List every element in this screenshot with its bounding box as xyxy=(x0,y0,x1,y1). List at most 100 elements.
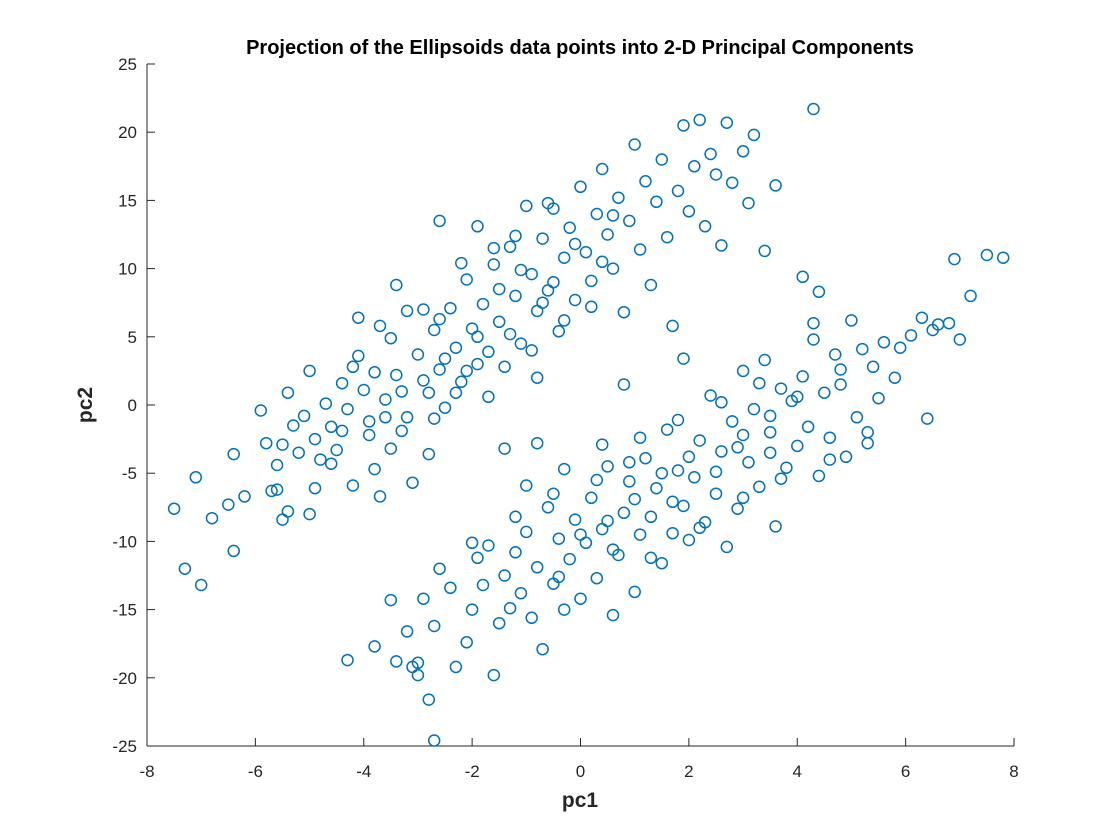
data-point xyxy=(633,243,647,256)
data-point xyxy=(574,180,587,194)
data-point xyxy=(487,241,501,255)
data-point xyxy=(444,581,457,595)
data-point xyxy=(384,442,398,455)
data-point xyxy=(303,507,316,521)
data-point xyxy=(791,390,804,404)
data-point xyxy=(655,466,669,480)
data-point xyxy=(427,323,441,337)
data-point xyxy=(422,447,436,461)
data-point xyxy=(595,162,609,176)
data-point xyxy=(395,385,408,398)
data-point xyxy=(921,412,934,425)
data-point xyxy=(568,513,582,526)
y-axis-label: pc2 xyxy=(74,387,97,423)
data-point xyxy=(623,214,636,228)
data-point xyxy=(460,273,473,286)
data-point xyxy=(574,528,587,541)
data-point xyxy=(736,145,750,158)
data-point xyxy=(324,457,338,470)
data-point xyxy=(650,195,663,209)
data-point xyxy=(568,293,582,307)
data-point xyxy=(595,255,609,269)
y-tick-label: -10 xyxy=(112,532,137,551)
data-point xyxy=(720,540,734,554)
data-point xyxy=(492,282,506,296)
x-tick-label: -6 xyxy=(248,762,263,781)
data-point xyxy=(270,483,284,496)
data-point xyxy=(281,386,295,399)
data-point xyxy=(704,389,717,402)
data-point xyxy=(861,436,874,450)
data-point xyxy=(628,138,641,151)
data-point xyxy=(606,209,620,222)
data-point xyxy=(709,168,723,181)
data-point xyxy=(633,528,647,541)
data-point xyxy=(617,378,631,391)
data-point xyxy=(736,491,750,505)
data-point xyxy=(525,611,538,625)
data-point xyxy=(406,476,419,489)
y-tick-label: -20 xyxy=(112,669,137,688)
y-tick-label: -5 xyxy=(122,464,137,483)
data-point xyxy=(585,491,598,505)
data-point xyxy=(390,278,403,292)
data-point xyxy=(823,453,837,466)
x-tick-label: 4 xyxy=(793,762,802,781)
data-point xyxy=(368,640,381,653)
data-point xyxy=(536,642,549,656)
data-point xyxy=(704,147,717,161)
data-point xyxy=(590,571,604,585)
data-point xyxy=(308,481,322,495)
data-point xyxy=(812,469,826,483)
data-point xyxy=(807,333,820,346)
data-point xyxy=(942,316,956,330)
data-point xyxy=(595,522,609,536)
x-tick-label: 8 xyxy=(1009,762,1018,781)
data-point xyxy=(476,578,490,592)
data-points xyxy=(167,102,1010,747)
data-point xyxy=(725,176,739,189)
y-tick-label: 0 xyxy=(128,396,137,415)
data-point xyxy=(498,569,511,582)
data-point xyxy=(379,411,392,424)
data-point xyxy=(769,179,782,192)
data-point xyxy=(601,228,614,241)
data-point xyxy=(433,363,446,376)
data-point xyxy=(525,344,538,357)
data-point xyxy=(601,460,614,473)
data-point xyxy=(612,191,625,204)
data-point xyxy=(725,415,739,428)
y-tick-label: 25 xyxy=(118,55,137,74)
data-point xyxy=(335,424,349,438)
data-point xyxy=(557,603,571,616)
data-point xyxy=(460,364,473,378)
data-point xyxy=(671,464,685,477)
data-point xyxy=(780,461,793,474)
data-point xyxy=(503,327,517,341)
data-point xyxy=(736,428,750,442)
data-point xyxy=(633,431,647,444)
data-point xyxy=(693,434,706,447)
data-point xyxy=(742,196,755,210)
data-point xyxy=(222,498,235,511)
y-tick-label: -15 xyxy=(112,601,137,620)
data-point xyxy=(276,438,289,451)
data-point xyxy=(503,240,517,254)
data-point xyxy=(877,336,891,349)
data-point xyxy=(368,462,381,476)
data-point xyxy=(411,348,425,361)
data-point xyxy=(606,262,620,275)
data-point xyxy=(471,330,484,344)
data-point xyxy=(178,562,192,575)
data-point xyxy=(791,439,804,453)
data-point xyxy=(893,341,907,354)
data-point xyxy=(552,570,566,584)
data-point xyxy=(557,462,571,476)
data-point xyxy=(427,734,441,747)
data-point xyxy=(455,375,468,389)
data-point xyxy=(828,348,842,361)
data-point xyxy=(487,668,501,682)
data-point xyxy=(503,601,517,615)
